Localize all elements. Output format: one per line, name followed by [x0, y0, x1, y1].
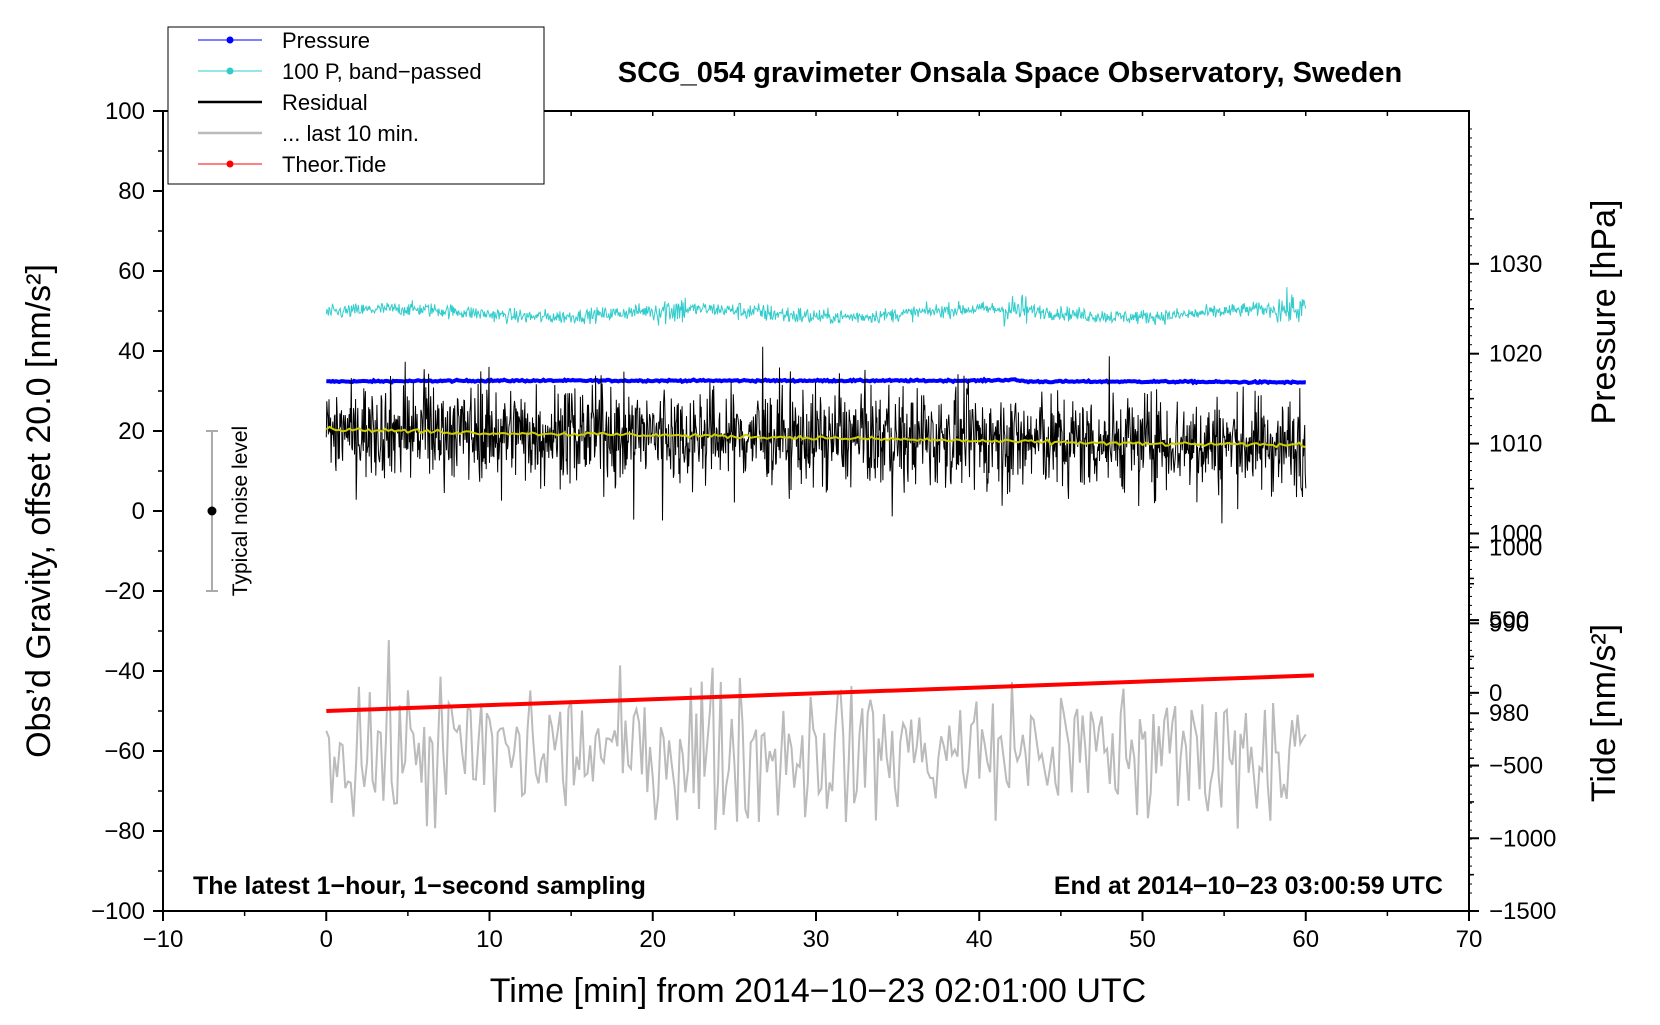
legend-marker-4 — [226, 160, 234, 168]
y-pressure-tick-label-0: 1030 — [1489, 251, 1542, 278]
y-left-tick-label-5: 0 — [132, 498, 145, 525]
y-tide-tick-label-2: 0 — [1489, 680, 1502, 707]
series-residual-smoothed-line — [325, 425, 1306, 449]
y-axis-pressure: 1030 1020 1010 1000 990 980 — [1469, 128, 1542, 894]
annotation-right: End at 2014−10−23 03:00:59 UTC — [1054, 872, 1443, 900]
y-pressure-tick-label-4: 990 — [1489, 610, 1529, 637]
plot-frame — [162, 110, 1470, 912]
y-tide-tick-label-5: −1500 — [1489, 898, 1556, 925]
chart-title: SCG_054 gravimeter Onsala Space Observat… — [618, 57, 1402, 89]
x-tick-label-4: 30 — [803, 926, 830, 953]
noise-indicator: Typical noise level — [205, 426, 252, 596]
series-bandpassed-line — [325, 287, 1307, 327]
x-tick-label-5: 40 — [966, 926, 993, 953]
legend-label-1: 100 P, band−passed — [282, 59, 482, 84]
legend-label-3: ... last 10 min. — [282, 121, 419, 146]
x-tick-label-0: −10 — [143, 926, 184, 953]
y-axis-left-title: Obs’d Gravity, offset 20.0 [nm/s²] — [20, 264, 58, 758]
x-axis: −10 0 10 20 30 40 50 60 70 — [143, 111, 1483, 953]
y-left-tick-label-0: 100 — [105, 98, 145, 125]
legend-marker-0 — [226, 36, 234, 44]
y-axis-tide-title: Tide [nm/s²] — [1585, 624, 1623, 802]
legend-label-2: Residual — [282, 90, 368, 115]
y-axis-pressure-title: Pressure [hPa] — [1585, 200, 1623, 425]
noise-label: Typical noise level — [229, 426, 252, 596]
legend-marker-1 — [226, 67, 234, 75]
x-tick-label-7: 60 — [1292, 926, 1319, 953]
x-tick-label-1: 0 — [320, 926, 333, 953]
y-tide-tick-label-4: −1000 — [1489, 825, 1556, 852]
legend: Pressure 100 P, band−passed Residual ... la… — [167, 26, 545, 185]
y-tide-tick-label-0: 1000 — [1489, 534, 1542, 561]
series-group — [325, 287, 1314, 831]
y-axis-left: 100 80 60 40 20 0 −20 −40 −60 −80 −100 — [91, 98, 163, 925]
y-pressure-tick-label-1: 1020 — [1489, 341, 1542, 368]
x-tick-label-2: 10 — [476, 926, 503, 953]
y-left-tick-label-4: 20 — [118, 418, 145, 445]
y-tide-tick-label-3: −500 — [1489, 753, 1543, 780]
legend-label-4: Theor.Tide — [282, 152, 386, 177]
y-left-tick-label-6: −20 — [104, 578, 145, 605]
legend-box — [167, 26, 545, 185]
y-left-tick-label-8: −60 — [104, 738, 145, 765]
y-left-tick-label-7: −40 — [104, 658, 145, 685]
y-left-tick-label-9: −80 — [104, 818, 145, 845]
x-axis-title: Time [min] from 2014−10−23 02:01:00 UTC — [490, 972, 1146, 1010]
annotation-left: The latest 1−hour, 1−second sampling — [193, 872, 646, 900]
series-pressure-line — [326, 376, 1306, 386]
y-tide-tick-label-1: 500 — [1489, 607, 1529, 634]
x-tick-label-3: 20 — [639, 926, 666, 953]
x-tick-label-6: 50 — [1129, 926, 1156, 953]
y-pressure-tick-label-5: 980 — [1489, 700, 1529, 727]
y-left-tick-label-3: 40 — [118, 338, 145, 365]
y-left-tick-label-10: −100 — [91, 898, 145, 925]
legend-label-0: Pressure — [282, 28, 370, 53]
noise-center-dot — [207, 506, 217, 516]
y-left-tick-label-2: 60 — [118, 258, 145, 285]
series-tide-line — [326, 673, 1314, 713]
y-pressure-tick-label-2: 1010 — [1489, 431, 1542, 458]
series-residual-line — [325, 346, 1307, 524]
series-last10min-line — [325, 640, 1307, 831]
y-axis-tide: 1000 500 0 −500 −1000 −1500 — [1469, 534, 1556, 925]
y-pressure-tick-label-3: 1000 — [1489, 520, 1542, 547]
x-tick-label-8: 70 — [1456, 926, 1483, 953]
y-left-tick-label-1: 80 — [118, 178, 145, 205]
